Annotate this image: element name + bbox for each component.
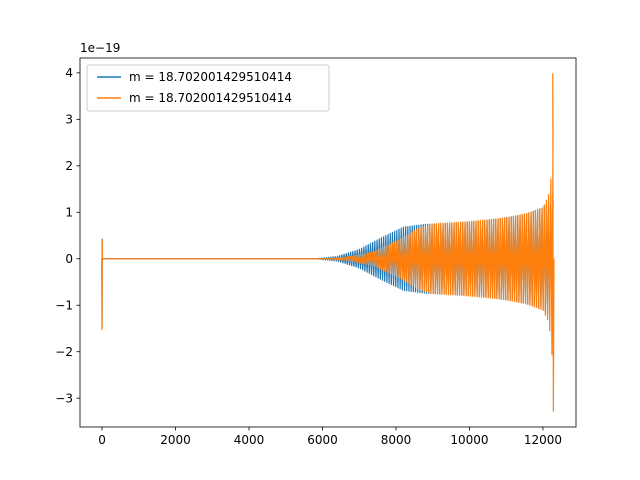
- y-tick-label: −3: [55, 391, 73, 405]
- plot-area: [101, 73, 555, 412]
- series-2-line: [101, 73, 555, 412]
- legend: m = 18.702001429510414 m = 18.7020014295…: [86, 64, 330, 112]
- x-tick-label: 12000: [524, 433, 562, 447]
- legend-label-series-2: m = 18.702001429510414: [129, 91, 292, 105]
- x-tick-label: 0: [98, 433, 106, 447]
- x-tick-label: 6000: [307, 433, 338, 447]
- y-tick-label: −1: [55, 299, 73, 313]
- x-tick-label: 4000: [234, 433, 265, 447]
- legend-box: [86, 64, 330, 112]
- x-tick-label: 10000: [450, 433, 488, 447]
- y-tick-label: −2: [55, 345, 73, 359]
- x-axis: 0 2000 4000 6000 8000 10000 12000: [98, 427, 562, 447]
- y-tick-label: 3: [65, 113, 73, 127]
- y-tick-label: 4: [65, 66, 73, 80]
- y-scale-label: 1e−19: [80, 41, 120, 55]
- x-tick-label: 8000: [381, 433, 412, 447]
- y-tick-label: 0: [65, 252, 73, 266]
- y-tick-label: 1: [65, 206, 73, 220]
- axes-frame: [79, 57, 577, 428]
- legend-label-series-1: m = 18.702001429510414: [129, 70, 292, 84]
- y-tick-label: 2: [65, 159, 73, 173]
- x-tick-label: 2000: [160, 433, 191, 447]
- y-axis: −3 −2 −1 0 1 2 3 4: [55, 66, 80, 405]
- series-2: [101, 73, 555, 412]
